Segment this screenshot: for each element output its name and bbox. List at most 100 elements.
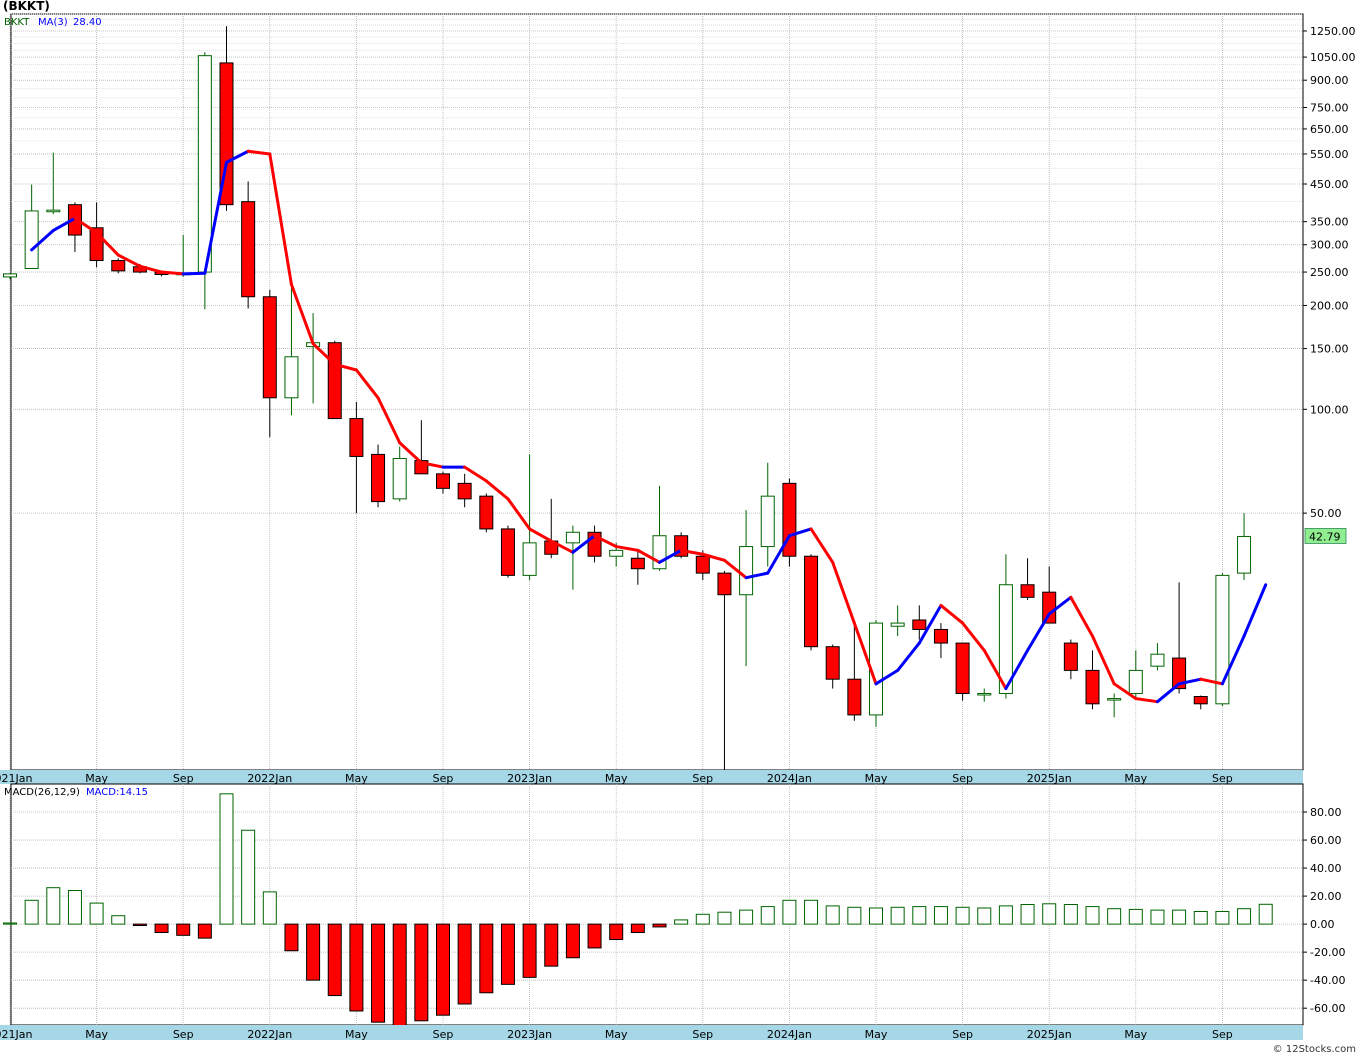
macd-bar-positive xyxy=(804,899,819,925)
last-price-label: 42.79 xyxy=(1309,530,1341,543)
ma-line-segment xyxy=(1091,634,1116,686)
candle xyxy=(327,340,342,420)
macd-tick-label: 80.00 xyxy=(1310,806,1342,819)
candle xyxy=(565,525,580,590)
candle-body-down xyxy=(111,260,126,272)
macd-tick-label: 60.00 xyxy=(1310,834,1342,847)
macd-bar-negative xyxy=(544,923,559,967)
candle xyxy=(804,554,819,651)
macd-bar-negative xyxy=(479,923,494,994)
candle-body-down xyxy=(695,555,710,574)
candle-body-down xyxy=(1085,669,1100,705)
price-tick-label: 100.00 xyxy=(1310,403,1349,416)
ma-line-segment xyxy=(311,342,337,366)
candle xyxy=(522,454,537,580)
candle-body-up xyxy=(1215,574,1230,705)
candle-body-up xyxy=(284,356,299,399)
macd-bar-positive xyxy=(1042,903,1057,925)
macd-bar-positive xyxy=(739,909,754,925)
ma-line-segment xyxy=(896,641,921,672)
candle xyxy=(262,289,277,438)
candle xyxy=(241,181,256,309)
candle xyxy=(1020,558,1035,600)
macd-bar-positive xyxy=(1063,904,1078,925)
macd-x-tick-label: Sep xyxy=(1212,1028,1233,1041)
macd-x-tick-label: Sep xyxy=(173,1028,194,1041)
ma-line-segment xyxy=(398,441,423,465)
ma-line-segment xyxy=(722,558,748,580)
candle-body-down xyxy=(1020,584,1035,598)
candle-body-down xyxy=(327,342,342,420)
ma-line-segment xyxy=(766,534,791,575)
candle xyxy=(695,550,710,580)
macd-bar-positive xyxy=(760,906,775,925)
macd-bar-positive xyxy=(1215,911,1230,925)
candle-body-up xyxy=(24,210,39,270)
candle-body-down xyxy=(1042,591,1057,624)
macd-x-tick-label: May xyxy=(605,1028,628,1041)
candle-body-up xyxy=(1107,698,1122,701)
candle-body-down xyxy=(955,642,970,694)
candle-body-up xyxy=(522,542,537,576)
candle xyxy=(977,688,992,702)
candle-body-down xyxy=(500,528,515,576)
price-tick-label: 1250.00 xyxy=(1310,25,1356,38)
ma-line-segment xyxy=(463,465,488,483)
ma-line-segment xyxy=(1069,595,1094,638)
macd-plot-frame xyxy=(10,783,1304,1026)
macd-bar-negative xyxy=(306,923,321,981)
candle-body-up xyxy=(1237,535,1252,574)
candle xyxy=(1063,639,1078,680)
macd-x-tick-label: May xyxy=(345,1028,368,1041)
ma-line-segment xyxy=(160,270,185,276)
ma-line-segment xyxy=(203,160,228,275)
ma-line-segment xyxy=(1199,677,1224,686)
macd-tick-label: 20.00 xyxy=(1310,890,1342,903)
ma-line-segment xyxy=(376,396,402,445)
price-tick-label: 300.00 xyxy=(1310,239,1349,252)
candle xyxy=(457,473,472,508)
candle-body-up xyxy=(565,531,580,544)
macd-bar-negative xyxy=(132,923,147,927)
ma-line-segment xyxy=(116,253,142,268)
candle-body-down xyxy=(1063,642,1078,671)
ma-line-segment xyxy=(1177,677,1203,686)
ma-line-segment xyxy=(679,548,705,556)
macd-bar-positive xyxy=(262,891,277,925)
price-tick-label: 350.00 xyxy=(1310,216,1349,229)
price-x-tick-label: Sep xyxy=(692,772,713,785)
candle xyxy=(1085,650,1100,710)
macd-x-tick-label: Sep xyxy=(952,1028,973,1041)
ma-line-segment xyxy=(636,548,661,564)
candle-body-up xyxy=(998,584,1013,694)
macd-bar-positive xyxy=(24,899,39,925)
macd-tick-label: 0.00 xyxy=(1310,918,1335,931)
candle xyxy=(760,462,775,567)
macd-x-axis-band xyxy=(0,1025,1303,1040)
macd-bar-positive xyxy=(869,907,883,925)
price-x-axis-band xyxy=(0,770,1303,784)
candle xyxy=(436,471,450,494)
macd-bar-positive xyxy=(695,913,710,925)
macd-bar-positive xyxy=(1150,909,1165,925)
candle-body-up xyxy=(609,549,624,557)
macd-x-tick-label: May xyxy=(85,1028,108,1041)
macd-x-tick-label: Sep xyxy=(433,1028,454,1041)
macd-bar-negative xyxy=(457,923,472,1005)
candle xyxy=(890,605,905,637)
candle-body-up xyxy=(977,692,992,696)
candle-body-down xyxy=(782,482,797,557)
price-x-tick-label: 2025Jan xyxy=(1027,772,1072,785)
candle xyxy=(349,402,364,514)
price-legend-ma-label: MA(3) xyxy=(38,17,68,28)
candle xyxy=(24,184,39,270)
ma-line-segment xyxy=(1112,682,1138,701)
candle xyxy=(1193,695,1208,710)
candle xyxy=(630,550,645,585)
macd-bar-negative xyxy=(176,923,191,936)
macd-bar-positive xyxy=(67,889,82,925)
candle-body-up xyxy=(392,458,407,500)
macd-bar-negative xyxy=(154,923,169,934)
candle-body-up xyxy=(3,273,17,278)
